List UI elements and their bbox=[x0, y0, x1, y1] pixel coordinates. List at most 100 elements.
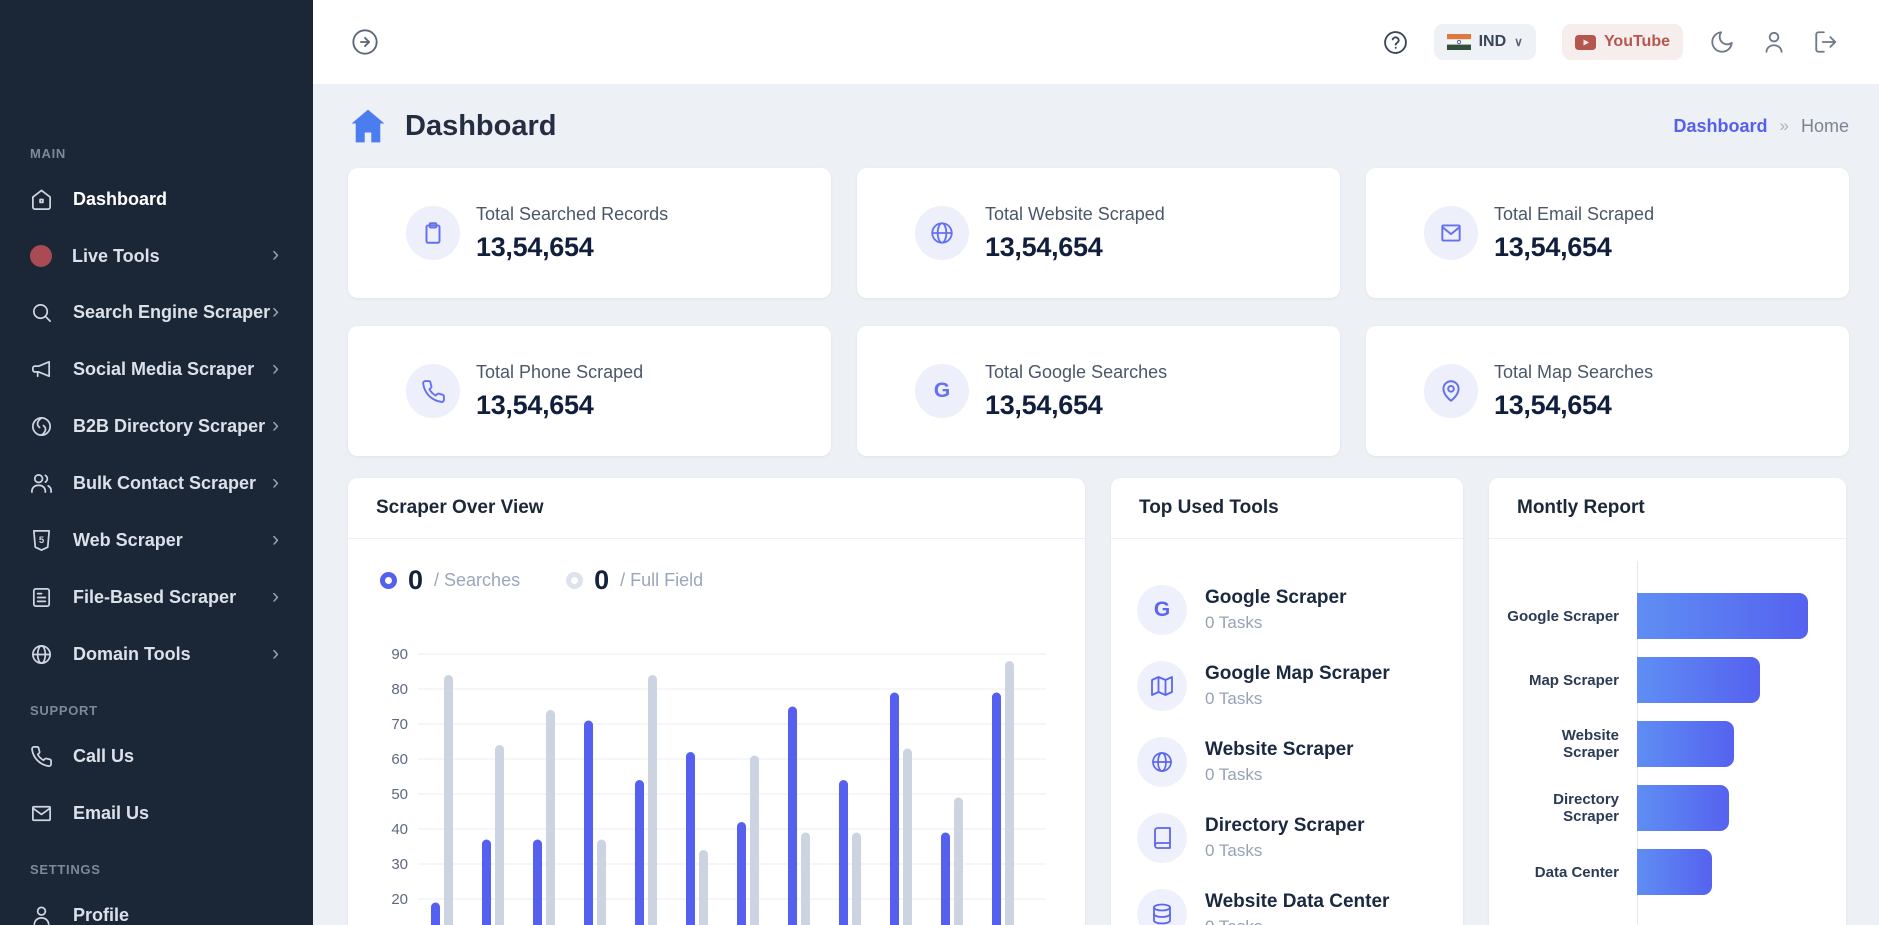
breadcrumb-home[interactable]: Home bbox=[1800, 115, 1849, 136]
sidebar-item-live-tools[interactable]: Live Tools › bbox=[0, 228, 313, 284]
monthly-bar-row: Data Center bbox=[1505, 849, 1822, 895]
sidebar-item-bulk-contact-scraper[interactable]: Bulk Contact Scraper › bbox=[0, 455, 313, 512]
users-icon bbox=[31, 474, 52, 493]
main-area: IND ∨ YouTube bbox=[313, 0, 1879, 925]
sidebar-toggle-button[interactable] bbox=[351, 28, 379, 56]
sidebar-item-label: File-Based Scraper bbox=[73, 587, 237, 607]
breadcrumb-dashboard[interactable]: Dashboard bbox=[1673, 115, 1768, 136]
sidebar-item-b2b-directory-scraper[interactable]: B2B Directory Scraper › bbox=[0, 398, 313, 455]
svg-text:40: 40 bbox=[391, 821, 408, 838]
sidebar-item-profile[interactable]: Profile bbox=[0, 887, 313, 925]
chart-legend: 0 / Searches 0 / Full Field bbox=[348, 539, 1085, 604]
map-icon bbox=[1137, 661, 1187, 711]
account-button[interactable] bbox=[1761, 29, 1787, 55]
sidebar-item-search-engine-scraper[interactable]: Search Engine Scraper › bbox=[0, 284, 313, 341]
arrow-right-circle-icon bbox=[352, 29, 378, 55]
monthly-bar bbox=[1637, 721, 1734, 767]
sidebar-section-main: MAIN bbox=[30, 146, 67, 161]
tool-name: Website Scraper bbox=[1205, 739, 1354, 760]
sidebar-item-file-based-scraper[interactable]: File-Based Scraper › bbox=[0, 569, 313, 626]
book-icon bbox=[1137, 813, 1187, 863]
top-used-tools-card: Top Used Tools G Google Scraper 0 Tasks bbox=[1111, 478, 1463, 925]
user-icon bbox=[33, 906, 50, 925]
tool-row-google-scraper[interactable]: G Google Scraper 0 Tasks bbox=[1137, 585, 1437, 635]
sidebar-logo-area bbox=[0, 0, 313, 126]
logout-icon bbox=[1815, 31, 1837, 53]
page-title: Dashboard bbox=[405, 109, 557, 142]
html5-shield-icon: 5 bbox=[32, 530, 51, 551]
page-content: Dashboard Dashboard » Home Total Searche… bbox=[313, 84, 1879, 925]
sidebar-item-dashboard[interactable]: Dashboard bbox=[0, 171, 313, 228]
moon-icon bbox=[1711, 31, 1733, 53]
sidebar-item-label: Email Us bbox=[73, 803, 150, 823]
sidebar-item-label: Call Us bbox=[73, 746, 135, 766]
chevron-right-icon: › bbox=[272, 299, 279, 323]
sidebar-item-email-us[interactable]: Email Us bbox=[0, 785, 313, 842]
stat-card-searched-records: Total Searched Records 13,54,654 bbox=[348, 168, 831, 298]
chevron-right-icon: › bbox=[272, 584, 279, 608]
legend-count: 0 bbox=[408, 565, 424, 595]
stat-card-email-scraped: Total Email Scraped 13,54,654 bbox=[1366, 168, 1849, 298]
language-selector[interactable]: IND ∨ bbox=[1433, 24, 1536, 60]
handshake-icon bbox=[32, 417, 51, 436]
sidebar-item-label: B2B Directory Scraper bbox=[73, 416, 266, 436]
monthly-bar-label: Data Center bbox=[1534, 863, 1619, 881]
tool-row-directory-scraper[interactable]: Directory Scraper 0 Tasks bbox=[1137, 813, 1437, 863]
phone-icon bbox=[406, 364, 460, 418]
sidebar-item-domain-tools[interactable]: Domain Tools › bbox=[0, 626, 313, 683]
monthly-report-card: Montly Report Google Scraper Map Scraper… bbox=[1489, 478, 1846, 925]
legend-dot-searches-icon bbox=[380, 572, 397, 589]
stat-card-google-searches: G Total Google Searches 13,54,654 bbox=[857, 326, 1340, 456]
red-dot-icon bbox=[30, 245, 52, 267]
tool-row-google-map-scraper[interactable]: Google Map Scraper 0 Tasks bbox=[1137, 661, 1437, 711]
file-icon bbox=[32, 588, 51, 607]
dark-mode-toggle[interactable] bbox=[1709, 29, 1735, 55]
youtube-icon bbox=[1574, 34, 1596, 50]
chevron-right-icon: › bbox=[272, 470, 279, 494]
monthly-bar-label: Map Scraper bbox=[1528, 671, 1619, 689]
logout-button[interactable] bbox=[1813, 29, 1839, 55]
sidebar-item-web-scraper[interactable]: 5 Web Scraper › bbox=[0, 512, 313, 569]
sidebar-item-label: Search Engine Scraper bbox=[73, 302, 271, 322]
sidebar-item-label: Dashboard bbox=[73, 189, 168, 209]
scraper-overview-card: Scraper Over View 0 / Searches 0 / Full … bbox=[348, 478, 1085, 925]
chevron-right-icon: › bbox=[272, 243, 279, 267]
language-label: IND bbox=[1478, 33, 1507, 50]
sidebar-item-social-media-scraper[interactable]: Social Media Scraper › bbox=[0, 341, 313, 398]
monthly-bar bbox=[1637, 785, 1729, 831]
tool-tasks: 0 Tasks bbox=[1205, 689, 1263, 708]
home-icon bbox=[351, 109, 385, 143]
sidebar-item-label: Bulk Contact Scraper bbox=[73, 473, 257, 493]
tool-row-website-scraper[interactable]: Website Scraper 0 Tasks bbox=[1137, 737, 1437, 787]
stat-label: Total Email Scraped bbox=[1494, 203, 1655, 224]
sidebar-item-call-us[interactable]: Call Us bbox=[0, 728, 313, 785]
monthly-bar-row: Website Scraper bbox=[1505, 721, 1822, 767]
sidebar: MAIN Dashboard Live Tools › Search Engin… bbox=[0, 0, 313, 925]
legend-item-searches: 0 / Searches bbox=[380, 565, 520, 596]
header-actions: IND ∨ YouTube bbox=[1383, 24, 1839, 60]
tool-row-website-data-center[interactable]: Website Data Center 0 Tasks bbox=[1137, 889, 1437, 925]
bottom-grid: Scraper Over View 0 / Searches 0 / Full … bbox=[348, 478, 1849, 925]
mail-icon bbox=[32, 805, 51, 822]
stat-label: Total Website Scraped bbox=[985, 203, 1165, 224]
youtube-button[interactable]: YouTube bbox=[1561, 24, 1683, 60]
tool-tasks: 0 Tasks bbox=[1205, 765, 1263, 784]
youtube-label: YouTube bbox=[1603, 33, 1670, 50]
sidebar-item-label: Domain Tools bbox=[73, 644, 191, 664]
legend-label: / Full Field bbox=[620, 570, 704, 590]
megaphone-icon bbox=[32, 360, 51, 378]
breadcrumb: Dashboard » Home bbox=[1673, 116, 1849, 137]
google-g-icon: G bbox=[1137, 585, 1187, 635]
sidebar-section-settings: SETTINGS bbox=[30, 862, 101, 877]
sidebar-item-label: Live Tools bbox=[72, 245, 160, 266]
chevron-right-icon: › bbox=[272, 413, 279, 437]
clipboard-icon bbox=[406, 206, 460, 260]
stat-label: Total Phone Scraped bbox=[476, 361, 644, 382]
monthly-bar bbox=[1637, 593, 1808, 639]
scraper-overview-title: Scraper Over View bbox=[348, 478, 1085, 539]
help-button[interactable] bbox=[1383, 30, 1408, 55]
legend-item-full-field: 0 / Full Field bbox=[566, 565, 703, 596]
monthly-bar-label: Website Scraper bbox=[1561, 727, 1619, 761]
tool-name: Website Data Center bbox=[1205, 891, 1390, 912]
